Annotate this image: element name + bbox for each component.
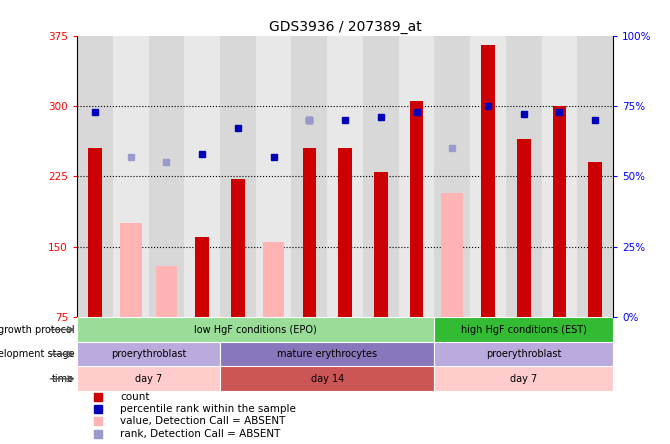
Text: time: time — [52, 374, 74, 384]
Text: mature erythrocytes: mature erythrocytes — [277, 349, 377, 359]
Text: day 7: day 7 — [510, 374, 537, 384]
Bar — [442, 193, 463, 317]
Text: growth protocol: growth protocol — [0, 325, 74, 334]
Text: value, Detection Call = ABSENT: value, Detection Call = ABSENT — [120, 416, 285, 426]
Bar — [588, 162, 602, 317]
Bar — [263, 242, 285, 317]
Bar — [541, 36, 578, 317]
Bar — [220, 36, 256, 317]
Text: high HgF conditions (EST): high HgF conditions (EST) — [461, 325, 587, 334]
Text: rank, Detection Call = ABSENT: rank, Detection Call = ABSENT — [120, 428, 280, 439]
Text: percentile rank within the sample: percentile rank within the sample — [120, 404, 296, 414]
Bar — [434, 36, 470, 317]
Bar — [77, 317, 434, 342]
Bar — [327, 36, 363, 317]
Bar — [88, 148, 102, 317]
Bar — [363, 36, 399, 317]
Bar — [374, 172, 387, 317]
Bar — [220, 342, 434, 366]
Text: proerythroblast: proerythroblast — [486, 349, 561, 359]
Bar — [256, 36, 291, 317]
Bar — [434, 366, 613, 391]
Bar — [77, 342, 220, 366]
Text: day 7: day 7 — [135, 374, 162, 384]
Bar — [113, 36, 149, 317]
Bar — [338, 148, 352, 317]
Bar — [149, 36, 184, 317]
Bar — [220, 366, 434, 391]
Text: count: count — [120, 392, 149, 402]
Bar — [77, 36, 113, 317]
Text: low HgF conditions (EPO): low HgF conditions (EPO) — [194, 325, 317, 334]
Bar — [231, 179, 245, 317]
Bar — [434, 317, 613, 342]
Bar — [120, 223, 141, 317]
Bar — [77, 366, 220, 391]
Text: proerythroblast: proerythroblast — [111, 349, 186, 359]
Text: day 14: day 14 — [311, 374, 344, 384]
Bar — [303, 148, 316, 317]
Bar — [578, 36, 613, 317]
Bar — [196, 238, 209, 317]
Bar — [291, 36, 327, 317]
Bar — [506, 36, 541, 317]
Bar — [553, 106, 566, 317]
Bar — [155, 266, 178, 317]
Bar — [399, 36, 434, 317]
Bar — [410, 101, 423, 317]
Bar — [481, 45, 494, 317]
Bar — [434, 342, 613, 366]
Bar — [470, 36, 506, 317]
Title: GDS3936 / 207389_at: GDS3936 / 207389_at — [269, 20, 421, 35]
Text: development stage: development stage — [0, 349, 74, 359]
Bar — [517, 139, 531, 317]
Bar — [184, 36, 220, 317]
